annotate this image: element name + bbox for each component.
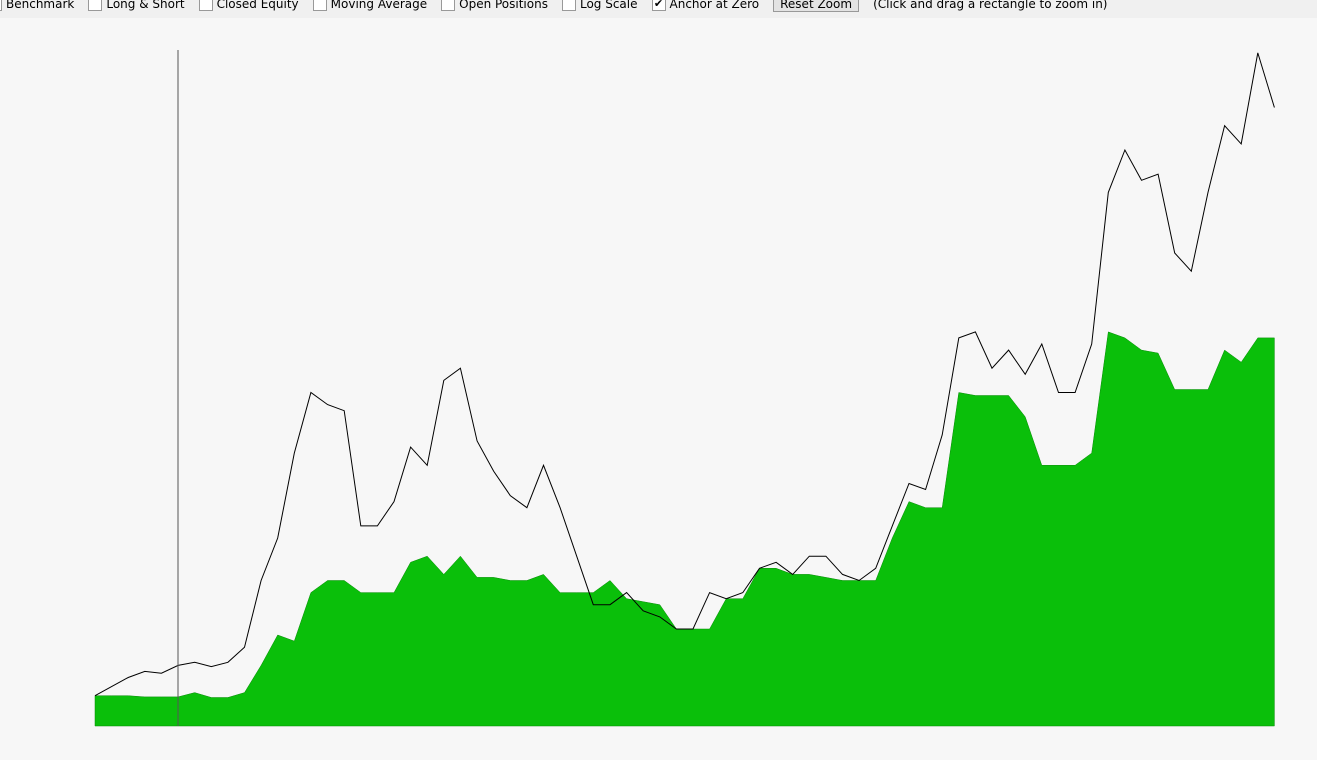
checkbox[interactable] [0, 0, 2, 11]
checkbox-item[interactable]: Open Positions [441, 0, 548, 11]
checkbox[interactable]: ✔ [651, 0, 666, 11]
checkbox-label: Log Scale [579, 0, 638, 11]
checkbox[interactable] [561, 0, 576, 11]
checkbox-label: Long & Short [106, 0, 185, 11]
checkbox[interactable] [88, 0, 103, 11]
checkbox-item[interactable]: ✔ Anchor at Zero [651, 0, 760, 11]
checkbox[interactable] [441, 0, 456, 11]
reset-zoom-button[interactable]: Reset Zoom [773, 0, 860, 12]
checkbox-item[interactable]: Benchmark [0, 0, 74, 11]
checkbox-item[interactable]: Closed Equity [198, 0, 299, 11]
checkbox-label: Benchmark [6, 0, 75, 11]
checkbox[interactable] [312, 0, 327, 11]
hint: (Click and drag a rectangle to zoom in) [873, 0, 1108, 11]
checkbox[interactable] [198, 0, 213, 11]
toolbar: Benchmark Long & Short Closed Equity Moving… [0, 0, 1107, 12]
checkbox-label: Open Positions [459, 0, 548, 11]
checkbox-item[interactable]: Moving Average [312, 0, 428, 11]
checkbox-label: Anchor at Zero [669, 0, 760, 11]
checkbox-label: Moving Average [330, 0, 428, 11]
area [94, 331, 1275, 727]
checkbox-item[interactable]: Log Scale [561, 0, 638, 11]
chart [0, 18, 1317, 760]
checkbox-item[interactable]: Long & Short [88, 0, 185, 11]
line [94, 52, 1275, 697]
checkbox-label: Closed Equity [216, 0, 299, 11]
